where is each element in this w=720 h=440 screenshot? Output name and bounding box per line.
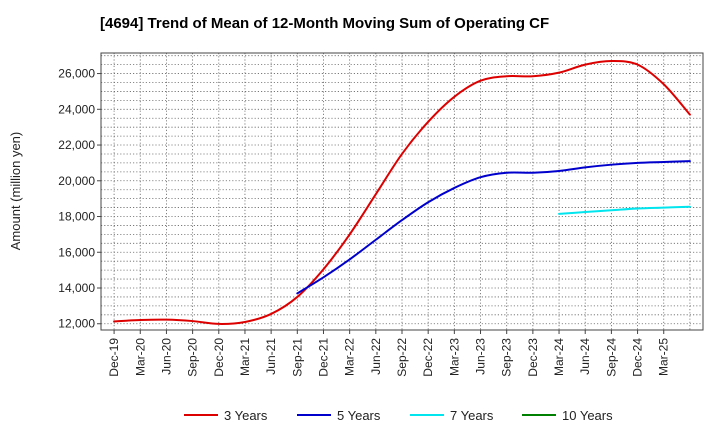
y-tick-label: 12,000 — [58, 317, 95, 331]
y-tick-label: 20,000 — [58, 174, 95, 188]
x-tick-label: Dec-24 — [631, 338, 645, 377]
x-tick-label: Mar-24 — [552, 338, 566, 376]
legend-label: 5 Years — [337, 408, 381, 423]
legend: 3 Years 5 Years 7 Years 10 Years — [184, 408, 613, 423]
y-tick-label: 22,000 — [58, 138, 95, 152]
y-tick-label: 16,000 — [58, 245, 95, 259]
x-tick-label: Dec-22 — [421, 338, 435, 377]
x-tick-label: Mar-23 — [447, 338, 461, 376]
grid — [101, 53, 703, 330]
y-tick-label: 24,000 — [58, 102, 95, 116]
x-tick-label: Sep-20 — [186, 338, 200, 377]
legend-label: 7 Years — [450, 408, 494, 423]
x-tick-label: Mar-22 — [343, 338, 357, 376]
x-tick-label: Sep-24 — [604, 338, 618, 377]
y-tick-label: 18,000 — [58, 210, 95, 224]
series-line-5-years — [296, 160, 691, 295]
series-line-7-years — [558, 205, 691, 215]
x-axis: Dec-19 Mar-20 Jun-20 Sep-20 Dec-20 Mar-21 Jun-… — [107, 330, 671, 377]
y-tick-label: 14,000 — [58, 281, 95, 295]
x-tick-label: Jun-22 — [369, 338, 383, 375]
series-layer — [113, 60, 691, 325]
x-tick-label: Dec-23 — [526, 338, 540, 377]
x-tick-label: Mar-25 — [657, 338, 671, 376]
x-tick-label: Jun-20 — [159, 338, 173, 375]
x-tick-label: Jun-24 — [578, 338, 592, 375]
x-tick-label: Dec-19 — [107, 338, 121, 377]
chart-title: [4694] Trend of Mean of 12-Month Moving … — [100, 15, 549, 32]
x-tick-label: Dec-21 — [316, 338, 330, 377]
x-tick-label: Sep-22 — [395, 338, 409, 377]
y-axis: 12,000 14,000 16,000 18,000 20,000 22,000 24,0… — [58, 67, 101, 331]
x-tick-label: Dec-20 — [212, 338, 226, 377]
x-tick-label: Jun-23 — [474, 338, 488, 375]
x-tick-label: Mar-20 — [133, 338, 147, 376]
legend-label: 10 Years — [562, 408, 613, 423]
y-axis-label: Amount (million yen) — [8, 132, 23, 251]
x-tick-label: Sep-21 — [290, 338, 304, 377]
y-tick-label: 26,000 — [58, 67, 95, 81]
series-line-3-years — [113, 60, 691, 325]
x-tick-label: Sep-23 — [500, 338, 514, 377]
legend-label: 3 Years — [224, 408, 268, 423]
x-tick-label: Jun-21 — [264, 338, 278, 375]
x-tick-label: Mar-21 — [238, 338, 252, 376]
